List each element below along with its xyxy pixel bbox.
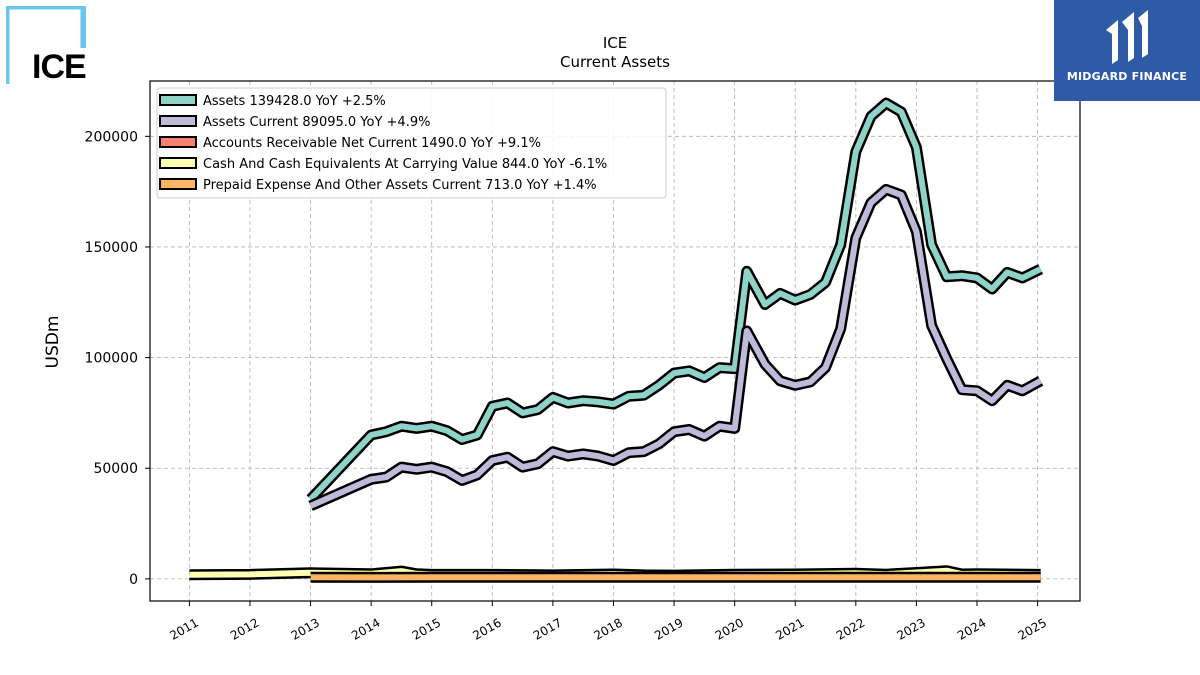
legend-swatch bbox=[159, 115, 197, 127]
x-axis: 2011 2012 2013 2014 2015 2016 2017 2018 2019 2020… bbox=[167, 601, 1049, 643]
y-tick-label: 200000 bbox=[85, 129, 138, 145]
midgard-logo-mark bbox=[1106, 10, 1148, 64]
y-tick-label: 50000 bbox=[93, 461, 138, 477]
legend-swatch bbox=[159, 178, 197, 190]
chart-subtitle: Current Assets bbox=[560, 53, 670, 71]
midgard-finance-logo: MIDGARD FINANCE bbox=[1054, 0, 1200, 101]
plot-frame bbox=[149, 80, 1081, 602]
y-axis-label: USDm bbox=[43, 316, 63, 369]
x-tick-label: 2020 bbox=[713, 615, 746, 642]
y-tick-label: 0 bbox=[129, 572, 138, 588]
legend-entry: Prepaid Expense And Other Assets Current… bbox=[203, 178, 597, 193]
x-tick-label: 2022 bbox=[834, 615, 867, 642]
y-axis: 0 50000 100000 150000 200000 bbox=[85, 129, 150, 588]
y-tick-label: 100000 bbox=[85, 351, 138, 367]
x-tick-label: 2012 bbox=[228, 615, 261, 642]
legend-entry: Assets 139428.0 YoY +2.5% bbox=[203, 94, 386, 109]
series-line bbox=[309, 186, 1043, 509]
x-tick-label: 2021 bbox=[773, 615, 806, 642]
midgard-logo-text: MIDGARD FINANCE bbox=[1066, 70, 1188, 83]
x-tick-label: 2017 bbox=[531, 615, 564, 642]
chart-title: ICE bbox=[603, 34, 627, 52]
legend-swatch bbox=[159, 136, 197, 148]
x-tick-label: 2014 bbox=[349, 615, 382, 642]
legend-entry: Cash And Cash Equivalents At Carrying Va… bbox=[203, 157, 607, 172]
x-tick-label: 2025 bbox=[1016, 615, 1049, 642]
legend: Assets 139428.0 YoY +2.5% Assets Current … bbox=[156, 87, 667, 199]
x-tick-label: 2011 bbox=[167, 615, 200, 642]
x-tick-label: 2013 bbox=[289, 615, 322, 642]
legend-box bbox=[156, 87, 667, 199]
series-1 bbox=[308, 183, 1044, 511]
plot-series bbox=[189, 97, 1044, 583]
y-tick-label: 150000 bbox=[85, 240, 138, 256]
legend-swatch bbox=[159, 157, 197, 169]
x-tick-label: 2018 bbox=[592, 615, 625, 642]
x-tick-label: 2023 bbox=[894, 615, 927, 642]
legend-entry: Accounts Receivable Net Current 1490.0 Y… bbox=[203, 136, 541, 151]
series-line bbox=[308, 100, 1042, 502]
x-tick-label: 2024 bbox=[955, 615, 988, 642]
legend-swatch bbox=[159, 94, 197, 106]
series-0 bbox=[306, 97, 1043, 503]
x-tick-label: 2015 bbox=[410, 615, 443, 642]
ice-logo-text: ICE bbox=[32, 48, 87, 86]
legend-entry: Assets Current 89095.0 YoY +4.9% bbox=[203, 115, 430, 130]
x-tick-label: 2019 bbox=[652, 615, 685, 642]
ice-logo-bracket bbox=[2, 2, 88, 84]
x-tick-label: 2016 bbox=[470, 615, 503, 642]
ice-logo: ICE bbox=[2, 2, 88, 86]
